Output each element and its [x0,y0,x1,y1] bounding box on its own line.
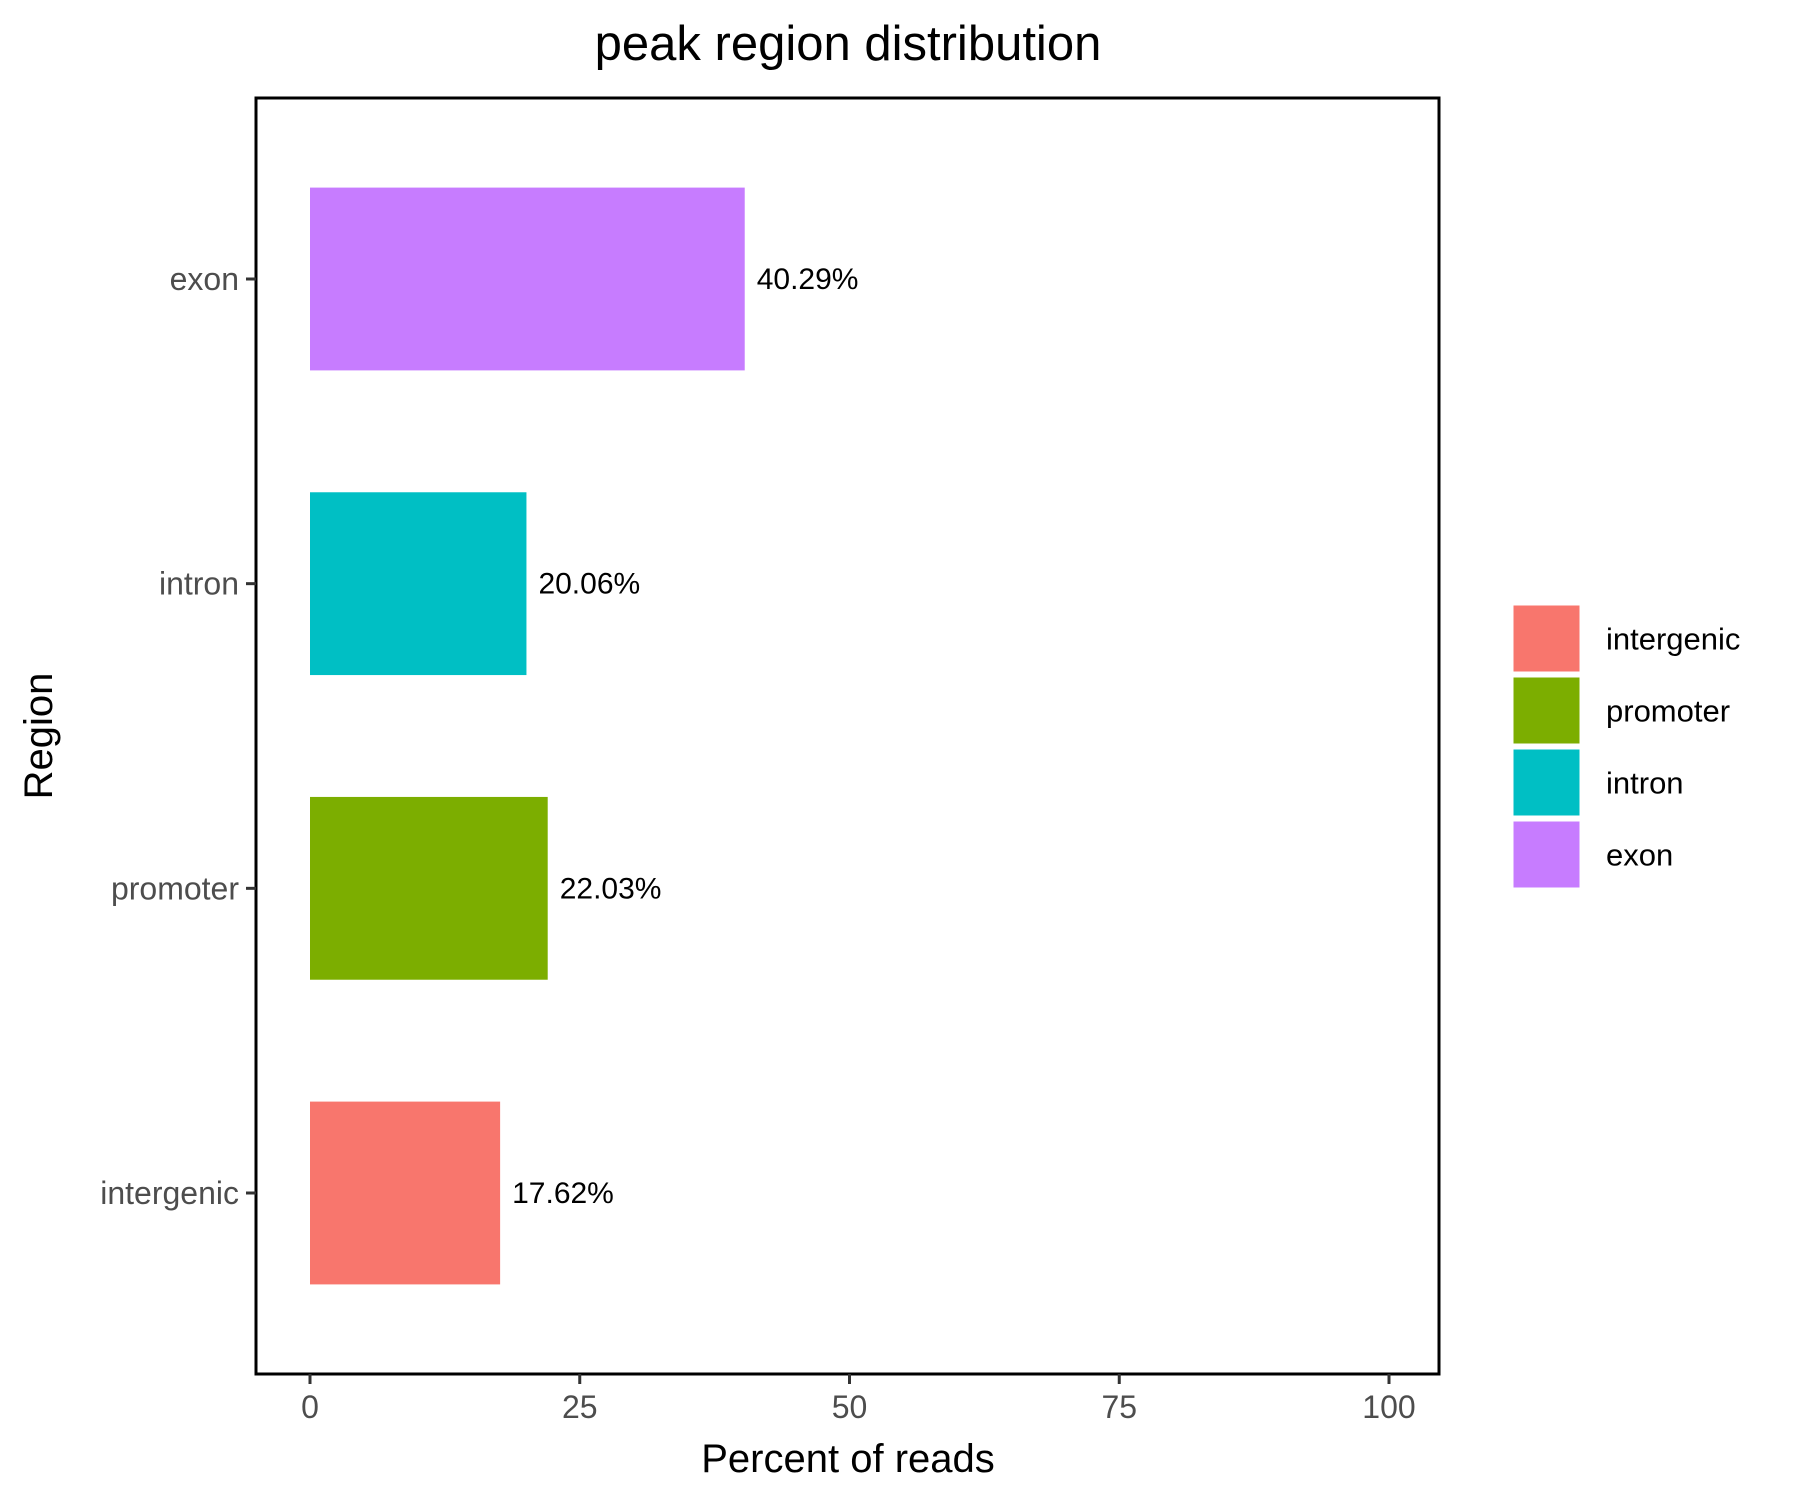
data-label-promoter: 22.03% [560,872,662,905]
y-tick-label-intergenic: intergenic [100,1175,239,1211]
bar-intergenic [310,1101,501,1285]
legend: intergenic promoter intron exon [1510,602,1740,891]
x-tick-label-75: 75 [1101,1389,1137,1425]
legend-label-intron: intron [1606,766,1684,801]
data-label-exon: 40.29% [757,263,859,296]
data-label-intron: 20.06% [538,568,640,601]
x-tick-label-50: 50 [832,1389,868,1425]
x-axis-title: Percent of reads [701,1437,995,1481]
y-axis-title: Region [17,673,61,800]
y-axis: intergenic promoter intron exon [100,261,256,1211]
legend-key-promoter [1510,674,1583,747]
chart-title: peak region distribution [595,17,1102,71]
legend-key-exon [1510,818,1583,891]
data-label-intergenic: 17.62% [512,1177,614,1210]
legend-key-intergenic [1510,602,1583,675]
bars-group: 17.62% 22.03% 20.06% 40.29% [310,187,859,1285]
y-tick-label-exon: exon [170,261,239,297]
x-axis: 0 25 50 75 100 [301,1374,1416,1425]
x-tick-label-0: 0 [301,1389,319,1425]
legend-key-intron [1510,746,1583,819]
bar-intron [310,492,527,676]
y-tick-label-promoter: promoter [111,870,239,906]
x-tick-label-100: 100 [1362,1389,1415,1425]
bar-promoter [310,796,548,980]
legend-label-promoter: promoter [1606,694,1730,729]
legend-label-exon: exon [1606,838,1673,873]
legend-label-intergenic: intergenic [1606,622,1740,657]
x-tick-label-25: 25 [562,1389,598,1425]
bar-exon [310,187,745,371]
y-tick-label-intron: intron [159,566,239,602]
